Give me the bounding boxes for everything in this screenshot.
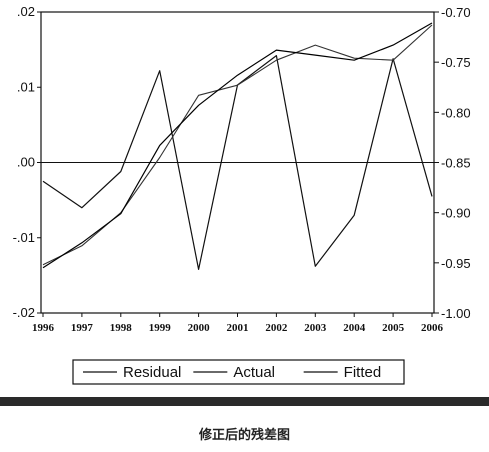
labels-layer: .02 .01 .00 -.01 -.02 -0.70 -0.75 -0.80 -0.85 -0.… <box>13 4 471 334</box>
left-tick-label: .02 <box>17 4 35 19</box>
left-tick-label: .01 <box>17 79 35 94</box>
x-tick-label: 1999 <box>149 322 172 334</box>
series-layer <box>42 22 433 270</box>
chart-caption: 修正后的残差图 <box>198 428 290 443</box>
legend-label-actual: Actual <box>233 364 275 381</box>
divider-bar <box>0 397 489 406</box>
x-tick-label: 2002 <box>265 322 288 334</box>
x-tick-label: 2005 <box>382 322 405 334</box>
right-tick-label: -0.85 <box>441 156 471 171</box>
right-tick-label: -0.75 <box>441 55 471 70</box>
left-tick-label: -.02 <box>13 305 35 320</box>
right-tick-label: -0.90 <box>441 206 471 221</box>
series-line-fitted <box>42 22 433 269</box>
legend-label-fitted: Fitted <box>344 364 382 381</box>
x-tick-label: 2000 <box>188 322 211 334</box>
x-tick-label: 2006 <box>421 322 444 334</box>
x-tick-label: 2003 <box>304 322 327 334</box>
x-tick-label: 1996 <box>32 322 55 334</box>
x-tick-label: 2001 <box>227 322 249 334</box>
left-tick-label: -.01 <box>13 230 35 245</box>
right-tick-label: -0.70 <box>441 5 471 20</box>
x-tick-label: 1998 <box>110 322 133 334</box>
right-tick-label: -1.00 <box>441 306 471 321</box>
left-tick-label: .00 <box>17 155 35 170</box>
legend: Residual Actual Fitted <box>72 359 405 385</box>
legend-label-residual: Residual <box>123 364 181 381</box>
axes-layer <box>37 11 439 317</box>
x-tick-label: 2004 <box>343 322 366 334</box>
right-tick-label: -0.95 <box>441 256 471 271</box>
residual-chart: .02 .01 .00 -.01 -.02 -0.70 -0.75 -0.80 -0.85 -0.… <box>13 4 471 385</box>
x-tick-label: 1997 <box>71 322 94 334</box>
legend-box <box>72 359 405 385</box>
right-tick-label: -0.80 <box>441 105 471 120</box>
